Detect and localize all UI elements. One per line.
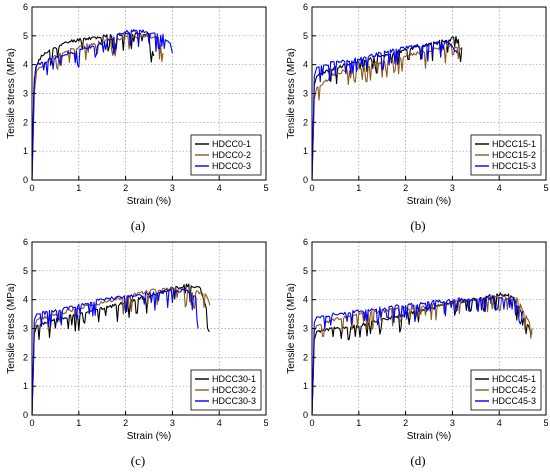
panel-label: (c) (131, 453, 145, 468)
y-tick-label: 5 (303, 31, 308, 41)
x-tick-label: 5 (263, 418, 268, 428)
x-tick-label: 4 (497, 418, 502, 428)
y-tick-label: 3 (23, 89, 28, 99)
x-tick-label: 1 (356, 418, 361, 428)
y-tick-label: 3 (23, 324, 28, 334)
y-tick-label: 4 (303, 60, 308, 70)
series-line-hdcc0-1 (31, 31, 155, 181)
y-axis-title: Tensile stress (MPa) (286, 283, 297, 374)
x-tick-label: 0 (29, 183, 34, 193)
x-tick-label: 2 (123, 183, 128, 193)
legend-label: HDCC30-3 (212, 396, 256, 406)
y-tick-label: 6 (23, 237, 28, 247)
x-tick-label: 5 (543, 183, 548, 193)
series-line-hdcc45-3 (311, 295, 524, 416)
y-tick-label: 3 (303, 324, 308, 334)
y-tick-label: 2 (23, 352, 28, 362)
x-tick-label: 0 (29, 418, 34, 428)
y-tick-label: 3 (303, 89, 308, 99)
y-tick-label: 6 (303, 237, 308, 247)
legend-label: HDCC45-3 (492, 396, 536, 406)
x-tick-label: 3 (450, 183, 455, 193)
x-tick-label: 2 (403, 183, 408, 193)
legend-label: HDCC0-1 (212, 139, 251, 149)
x-axis-title: Strain (%) (127, 431, 171, 442)
y-tick-label: 0 (23, 175, 28, 185)
x-tick-label: 0 (309, 418, 314, 428)
y-tick-label: 2 (303, 352, 308, 362)
x-axis-title: Strain (%) (407, 196, 451, 207)
series-line-hdcc0-2 (31, 34, 164, 181)
legend-label: HDCC15-1 (492, 139, 536, 149)
y-tick-label: 6 (23, 2, 28, 12)
y-axis-title: Tensile stress (MPa) (6, 48, 17, 139)
y-tick-label: 6 (303, 2, 308, 12)
y-tick-label: 2 (303, 117, 308, 127)
series-line-hdcc30-3 (31, 288, 199, 416)
legend-label: HDCC45-2 (492, 385, 536, 395)
y-tick-label: 1 (23, 146, 28, 156)
legend-label: HDCC15-3 (492, 161, 536, 171)
legend-label: HDCC15-2 (492, 150, 536, 160)
x-tick-label: 1 (356, 183, 361, 193)
x-tick-label: 1 (76, 183, 81, 193)
x-tick-label: 1 (76, 418, 81, 428)
x-tick-label: 5 (263, 183, 268, 193)
chart-panel-2: 0 1 2 3 4 5 0 1 2 3 4 5 6 Strain (%) Tensile stress (M… (286, 2, 549, 233)
panel-label: (a) (131, 218, 145, 233)
series-line-hdcc15-2 (311, 43, 463, 181)
x-tick-label: 4 (217, 418, 222, 428)
x-tick-label: 3 (170, 418, 175, 428)
legend-label: HDCC45-1 (492, 374, 536, 384)
x-axis-title: Strain (%) (127, 196, 171, 207)
series-line-hdcc45-1 (311, 292, 533, 416)
y-tick-label: 4 (303, 295, 308, 305)
x-axis-title: Strain (%) (407, 431, 451, 442)
legend-label: HDCC30-2 (212, 385, 256, 395)
y-tick-label: 4 (23, 295, 28, 305)
y-tick-label: 4 (23, 60, 28, 70)
panel-label: (d) (410, 453, 425, 468)
y-tick-label: 0 (303, 410, 308, 420)
chart-panel-4: 0 1 2 3 4 5 0 1 2 3 4 5 6 Strain (%) Tensile stress (M… (286, 237, 549, 468)
x-tick-label: 4 (217, 183, 222, 193)
x-tick-label: 0 (309, 183, 314, 193)
series-line-hdcc15-3 (311, 39, 458, 181)
series-line-hdcc0-3 (31, 29, 173, 181)
y-tick-label: 5 (23, 31, 28, 41)
y-tick-label: 1 (303, 146, 308, 156)
chart-panel-1: 0 1 2 3 4 5 0 1 2 3 4 5 6 Strain (%) Tensile stress (M… (6, 2, 269, 233)
x-tick-label: 3 (170, 183, 175, 193)
x-tick-label: 5 (543, 418, 548, 428)
x-tick-label: 3 (450, 418, 455, 428)
legend-label: HDCC0-2 (212, 150, 251, 160)
series-line-hdcc15-1 (311, 35, 463, 181)
y-tick-label: 2 (23, 117, 28, 127)
x-tick-label: 2 (123, 418, 128, 428)
y-axis-title: Tensile stress (MPa) (286, 48, 297, 139)
y-tick-label: 0 (23, 410, 28, 420)
series-line-hdcc45-2 (311, 295, 533, 416)
y-tick-label: 1 (303, 381, 308, 391)
y-tick-label: 0 (303, 175, 308, 185)
chart-panel-3: 0 1 2 3 4 5 0 1 2 3 4 5 6 Strain (%) Tensile stress (M… (6, 237, 269, 468)
y-tick-label: 5 (303, 266, 308, 276)
y-tick-label: 5 (23, 266, 28, 276)
y-axis-title: Tensile stress (MPa) (6, 283, 17, 374)
legend-label: HDCC30-1 (212, 374, 256, 384)
x-tick-label: 2 (403, 418, 408, 428)
x-tick-label: 4 (497, 183, 502, 193)
y-tick-label: 1 (23, 381, 28, 391)
panel-label: (b) (410, 218, 425, 233)
legend-label: HDCC0-3 (212, 161, 251, 171)
